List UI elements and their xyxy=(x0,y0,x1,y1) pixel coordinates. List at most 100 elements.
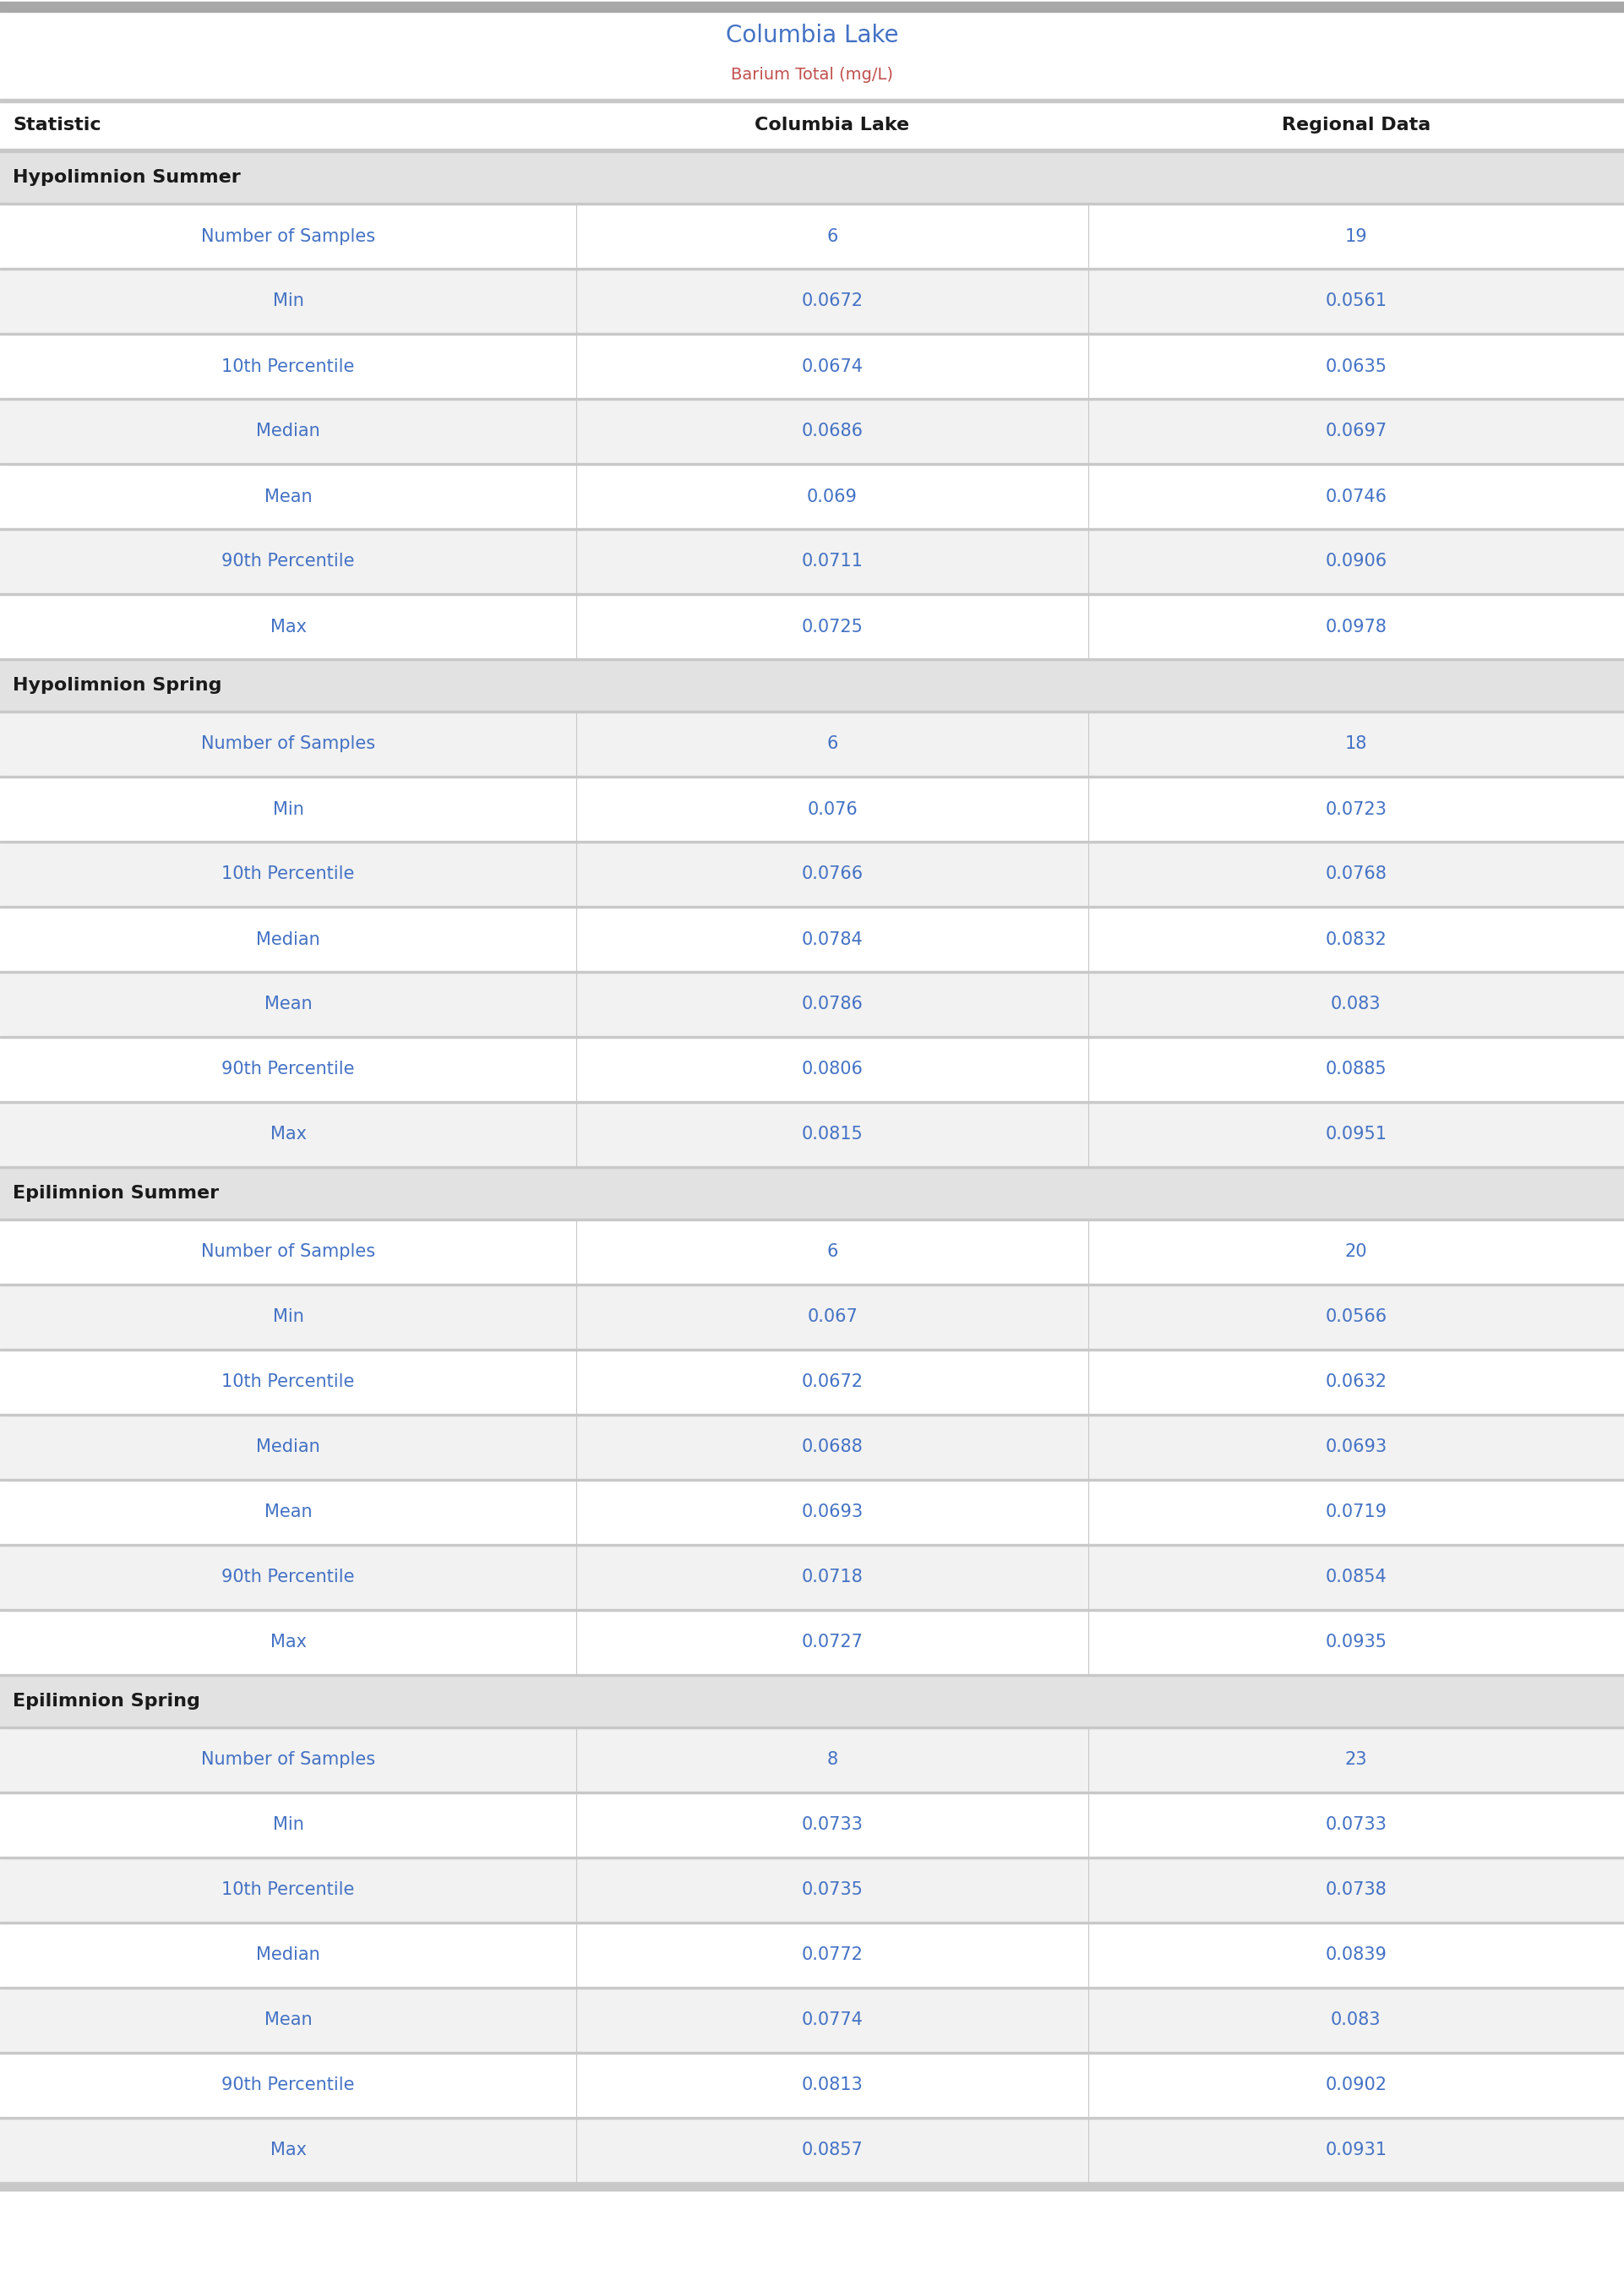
Text: Hypolimnion Summer: Hypolimnion Summer xyxy=(13,168,240,186)
Text: 0.0735: 0.0735 xyxy=(802,1882,862,1898)
Text: 0.0635: 0.0635 xyxy=(1325,359,1387,375)
Text: 0.0935: 0.0935 xyxy=(1325,1634,1387,1650)
Bar xyxy=(0,1351,1624,1414)
Text: 0.0738: 0.0738 xyxy=(1325,1882,1387,1898)
Text: 6: 6 xyxy=(827,735,838,754)
Text: 0.0854: 0.0854 xyxy=(1325,1569,1387,1587)
Text: 0.0561: 0.0561 xyxy=(1325,293,1387,309)
Bar xyxy=(0,152,1624,202)
Text: 0.0746: 0.0746 xyxy=(1325,488,1387,504)
Text: 0.0839: 0.0839 xyxy=(1325,1948,1387,1964)
Bar xyxy=(0,100,1624,102)
Bar xyxy=(0,1103,1624,1167)
Bar xyxy=(0,334,1624,397)
Bar xyxy=(0,2054,1624,2118)
Text: 0.0727: 0.0727 xyxy=(802,1634,862,1650)
Text: 90th Percentile: 90th Percentile xyxy=(222,1060,354,1078)
Bar xyxy=(0,713,1624,776)
Bar xyxy=(0,908,1624,972)
Bar xyxy=(0,11,1624,59)
Text: 0.0733: 0.0733 xyxy=(1325,1816,1387,1834)
Bar xyxy=(0,1546,1624,1609)
Bar xyxy=(0,1727,1624,1791)
Text: 0.0951: 0.0951 xyxy=(1325,1126,1387,1144)
Text: 0.0672: 0.0672 xyxy=(802,293,862,309)
Bar xyxy=(0,1169,1624,1219)
Text: 0.0906: 0.0906 xyxy=(1325,554,1387,570)
Text: Number of Samples: Number of Samples xyxy=(201,1244,375,1260)
Bar xyxy=(0,842,1624,906)
Text: 0.0784: 0.0784 xyxy=(802,931,862,949)
Text: 0.0688: 0.0688 xyxy=(802,1439,862,1455)
Text: 0.067: 0.067 xyxy=(807,1310,857,1326)
Text: 20: 20 xyxy=(1345,1244,1367,1260)
Bar xyxy=(0,595,1624,658)
Bar xyxy=(0,1221,1624,1285)
Text: 0.0786: 0.0786 xyxy=(802,997,862,1012)
Text: 0.0806: 0.0806 xyxy=(802,1060,862,1078)
Text: 0.0566: 0.0566 xyxy=(1325,1310,1387,1326)
Text: 0.0885: 0.0885 xyxy=(1325,1060,1387,1078)
Text: Min: Min xyxy=(273,1310,304,1326)
Text: Barium Total (mg/L): Barium Total (mg/L) xyxy=(731,66,893,82)
Text: Min: Min xyxy=(273,1816,304,1834)
Text: 90th Percentile: 90th Percentile xyxy=(222,554,354,570)
Text: 0.0697: 0.0697 xyxy=(1325,422,1387,440)
Bar xyxy=(0,2184,1624,2191)
Text: 18: 18 xyxy=(1345,735,1367,754)
Text: 0.0711: 0.0711 xyxy=(802,554,862,570)
Text: 8: 8 xyxy=(827,1752,838,1768)
Text: Epilimnion Spring: Epilimnion Spring xyxy=(13,1693,200,1709)
Bar xyxy=(0,204,1624,268)
Text: 0.0902: 0.0902 xyxy=(1325,2077,1387,2093)
Bar xyxy=(0,465,1624,529)
Text: 10th Percentile: 10th Percentile xyxy=(222,1373,354,1392)
Text: 10th Percentile: 10th Percentile xyxy=(222,1882,354,1898)
Bar xyxy=(0,974,1624,1035)
Text: 0.0693: 0.0693 xyxy=(1325,1439,1387,1455)
Text: Mean: Mean xyxy=(265,488,312,504)
Bar xyxy=(0,102,1624,150)
Text: 0.076: 0.076 xyxy=(807,801,857,817)
Text: Epilimnion Summer: Epilimnion Summer xyxy=(13,1185,219,1201)
Bar xyxy=(0,661,1624,711)
Text: 23: 23 xyxy=(1345,1752,1367,1768)
Text: 0.0672: 0.0672 xyxy=(802,1373,862,1392)
Text: 0.0733: 0.0733 xyxy=(802,1816,862,1834)
Text: Max: Max xyxy=(270,1126,307,1144)
Text: Hypolimnion Spring: Hypolimnion Spring xyxy=(13,676,222,695)
Text: 0.0693: 0.0693 xyxy=(801,1505,864,1521)
Text: Min: Min xyxy=(273,801,304,817)
Text: 90th Percentile: 90th Percentile xyxy=(222,2077,354,2093)
Bar xyxy=(0,1989,1624,2052)
Text: Mean: Mean xyxy=(265,997,312,1012)
Bar xyxy=(0,270,1624,334)
Text: Max: Max xyxy=(270,2143,307,2159)
Text: 0.0978: 0.0978 xyxy=(1325,617,1387,636)
Text: 0.0719: 0.0719 xyxy=(1325,1505,1387,1521)
Bar xyxy=(0,1285,1624,1348)
Text: Number of Samples: Number of Samples xyxy=(201,1752,375,1768)
Text: 6: 6 xyxy=(827,1244,838,1260)
Text: 0.0815: 0.0815 xyxy=(802,1126,862,1144)
Text: 0.0832: 0.0832 xyxy=(1325,931,1387,949)
Text: 0.0931: 0.0931 xyxy=(1325,2143,1387,2159)
Text: Max: Max xyxy=(270,1634,307,1650)
Text: 0.083: 0.083 xyxy=(1332,2011,1380,2029)
Text: 0.0768: 0.0768 xyxy=(1325,865,1387,883)
Text: 0.0723: 0.0723 xyxy=(1325,801,1387,817)
Text: 0.0766: 0.0766 xyxy=(801,865,864,883)
Text: 0.0686: 0.0686 xyxy=(802,422,862,440)
Bar xyxy=(0,1675,1624,1727)
Text: 0.0632: 0.0632 xyxy=(1325,1373,1387,1392)
Text: Mean: Mean xyxy=(265,1505,312,1521)
Text: Mean: Mean xyxy=(265,2011,312,2029)
Text: Min: Min xyxy=(273,293,304,309)
Text: 90th Percentile: 90th Percentile xyxy=(222,1569,354,1587)
Text: 0.069: 0.069 xyxy=(807,488,857,504)
Text: Median: Median xyxy=(257,931,320,949)
Text: 0.0718: 0.0718 xyxy=(802,1569,862,1587)
Text: 0.0725: 0.0725 xyxy=(802,617,862,636)
Text: 10th Percentile: 10th Percentile xyxy=(222,865,354,883)
Bar xyxy=(0,1793,1624,1857)
